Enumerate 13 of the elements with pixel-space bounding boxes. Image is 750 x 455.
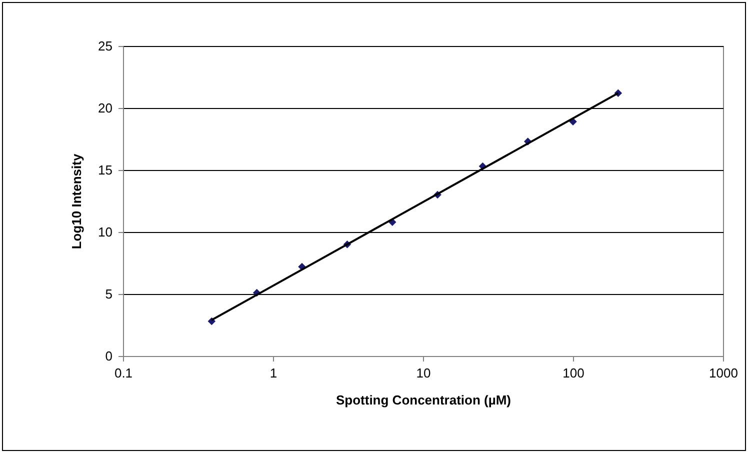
y-tick-label: 15 (98, 162, 112, 178)
y-tick-label: 10 (98, 224, 112, 240)
x-tick-label: 0.1 (114, 366, 133, 380)
x-tick-label: 100 (562, 366, 584, 380)
x-tick-label: 1 (270, 366, 278, 380)
y-tick-label: 0 (105, 348, 112, 364)
x-tick-label: 1000 (709, 366, 738, 380)
y-axis-title: Log10 Intensity (69, 153, 84, 250)
y-tick-label: 20 (98, 100, 112, 116)
x-axis-title: Spotting Concentration (µM) (336, 392, 512, 408)
y-tick-label: 25 (98, 38, 112, 54)
x-tick-label: 10 (416, 366, 431, 380)
y-tick-label: 5 (105, 286, 112, 302)
